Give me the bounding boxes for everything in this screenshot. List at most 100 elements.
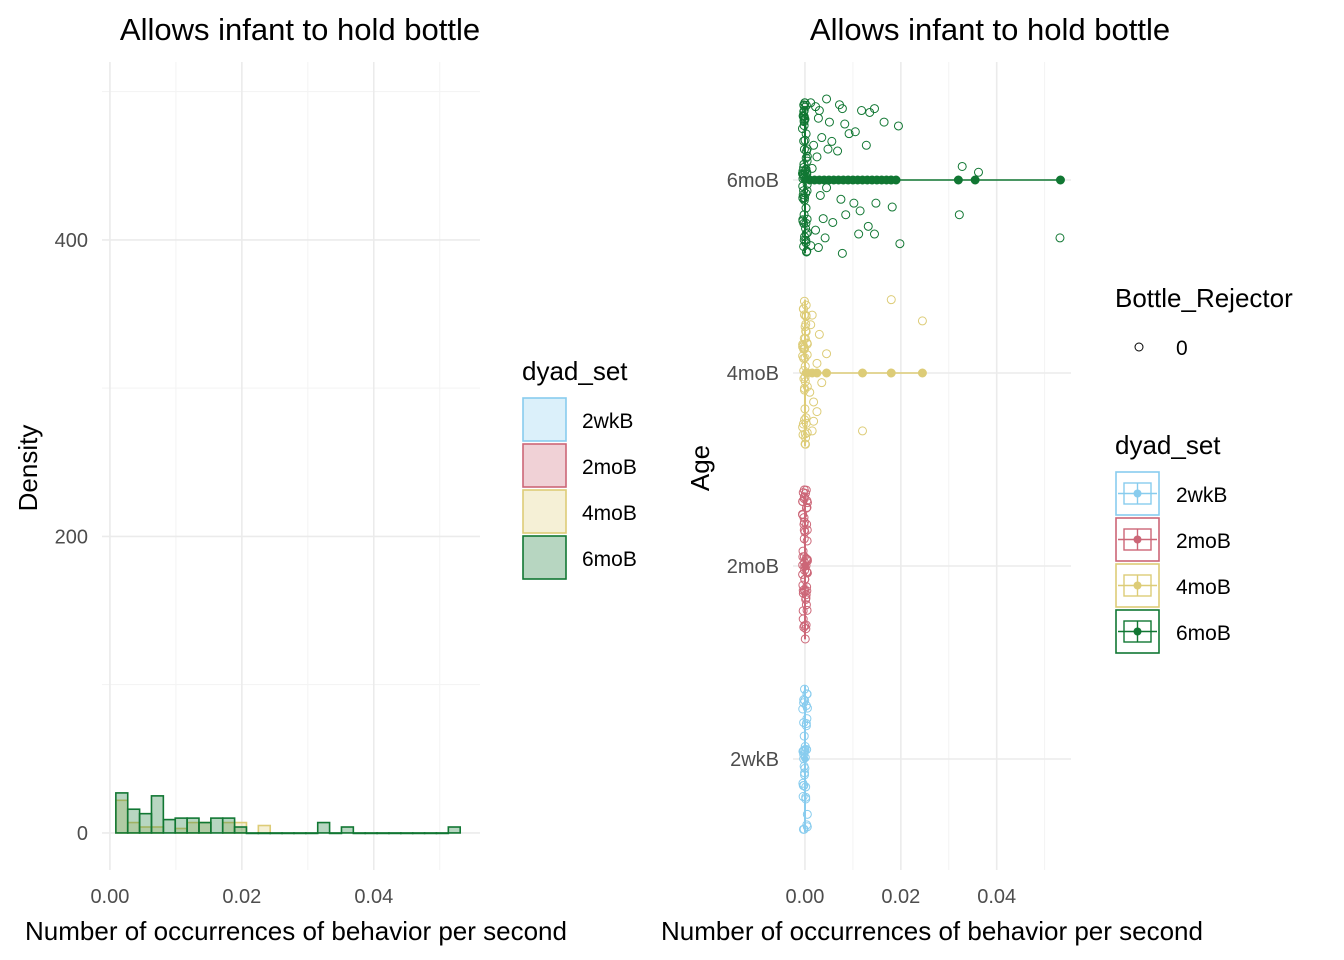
jitter-point-6moB xyxy=(801,129,811,139)
jitter-point-4moB xyxy=(812,358,822,368)
boxplot-outlier-4moB xyxy=(886,368,896,378)
jitter-point-6moB xyxy=(871,198,881,208)
jitter-point-6moB xyxy=(844,129,854,139)
jitter-point-6moB xyxy=(954,210,964,220)
histogram-bar-6moB xyxy=(388,832,402,835)
jitter-point-2wkB xyxy=(802,689,812,699)
histogram-panel: 0.00 0.02 0.04 0 200 400 Allows infant to ho… xyxy=(13,12,637,946)
boxplot-outlier-6moB xyxy=(953,175,963,185)
jitter-point-6moB xyxy=(863,221,873,231)
jitter-point-6moB xyxy=(850,127,860,137)
histogram-y-tick-labels: 0 200 400 xyxy=(55,230,88,845)
boxplot-median-4moB xyxy=(801,369,809,377)
bottle-rejector-legend-label: 0 xyxy=(1176,337,1188,360)
boxplot-legend-key-point-2moB xyxy=(1133,535,1142,544)
jitter-point-2moB xyxy=(801,620,811,630)
jitter-point-6moB xyxy=(857,106,867,116)
histogram-bar-6moB xyxy=(435,832,450,835)
jitter-point-2moB xyxy=(802,605,812,615)
jitter-point-6moB xyxy=(836,194,846,204)
jitter-point-6moB xyxy=(861,140,871,150)
histogram-legend-key-2wkB xyxy=(522,397,567,442)
histogram-x-tick-label: 0.04 xyxy=(354,886,393,908)
jitter-point-6moB xyxy=(820,233,830,243)
histogram-bar-6moB xyxy=(281,832,295,835)
histogram-bar-6moB xyxy=(269,832,283,835)
jitter-point-4moB xyxy=(798,351,808,361)
histogram-gridlines xyxy=(102,62,480,870)
jitter-point-6moB xyxy=(879,117,889,127)
jitter-point-6moB xyxy=(809,140,819,150)
jitter-point-6moB xyxy=(893,121,903,131)
jitter-point-4moB xyxy=(801,413,811,423)
jitter-point-2wkB xyxy=(801,719,811,729)
histogram-bar-6moB xyxy=(186,817,200,834)
histogram-y-tick-label: 400 xyxy=(55,230,88,252)
jitter-point-2moB xyxy=(798,497,808,507)
boxplot-median-2moB xyxy=(801,562,809,570)
jitter-point-2wkB xyxy=(802,809,812,819)
boxplot-y-axis-title: Age xyxy=(685,445,715,491)
boxplot-legend-label-6moB: 6moB xyxy=(1176,622,1231,645)
jitter-point-6moB xyxy=(887,202,897,212)
histogram-bar-6moB xyxy=(210,817,224,834)
jitter-point-6moB xyxy=(865,107,875,117)
jitter-point-6moB xyxy=(817,133,827,143)
boxplot-points xyxy=(797,94,1065,834)
jitter-point-4moB xyxy=(812,407,822,417)
boxplot-outlier-4moB xyxy=(822,368,832,378)
jitter-point-6moB xyxy=(837,248,847,258)
jitter-point-6moB xyxy=(840,119,850,129)
jitter-point-4moB xyxy=(886,295,896,305)
jitter-point-4moB xyxy=(809,416,819,426)
jitter-point-6moB xyxy=(841,210,851,220)
boxplot-x-tick-labels: 0.00 0.02 0.04 xyxy=(786,886,1017,908)
boxplot-y-tick-label: 4moB xyxy=(727,363,779,385)
histogram-x-tick-label: 0.02 xyxy=(222,886,261,908)
jitter-point-2wkB xyxy=(799,781,809,791)
jitter-point-2wkB xyxy=(802,745,812,755)
bottle-rejector-legend-key xyxy=(1134,342,1144,352)
jitter-point-6moB xyxy=(822,94,832,104)
jitter-point-4moB xyxy=(809,397,819,407)
jitter-point-4moB xyxy=(817,378,827,388)
jitter-point-6moB xyxy=(813,243,823,253)
histogram-y-tick-label: 200 xyxy=(55,526,88,548)
histogram-legend: dyad_set 2wkB 2moB 4moB 6moB xyxy=(522,356,637,580)
histogram-x-tick-label: 0.00 xyxy=(90,886,129,908)
histogram-bar-6moB xyxy=(150,795,165,834)
boxplot-legend-label-2moB: 2moB xyxy=(1176,530,1231,553)
jitter-point-6moB xyxy=(1055,233,1065,243)
histogram-bar-6moB xyxy=(293,832,307,835)
jitter-point-4moB xyxy=(802,428,812,438)
jitter-point-2wkB xyxy=(801,701,811,711)
histogram-legend-label-2moB: 2moB xyxy=(582,456,637,479)
histogram-y-tick-label: 0 xyxy=(77,823,88,845)
jitter-point-2moB xyxy=(801,485,811,495)
jitter-point-6moB xyxy=(827,136,837,146)
boxplot-x-tick-label: 0.02 xyxy=(881,886,920,908)
histogram-bar-6moB xyxy=(316,821,331,834)
jitter-point-6moB xyxy=(801,100,811,110)
jitter-point-6moB xyxy=(815,190,825,200)
histogram-bar-6moB xyxy=(126,808,141,834)
jitter-point-6moB xyxy=(823,144,833,154)
jitter-point-2moB xyxy=(802,536,812,546)
histogram-legend-title: dyad_set xyxy=(522,356,628,386)
boxplot-legend-label-2wkB: 2wkB xyxy=(1176,484,1227,507)
jitter-point-4moB xyxy=(801,311,811,321)
jitter-point-6moB xyxy=(869,229,879,239)
jitter-point-4moB xyxy=(802,350,812,360)
jitter-point-6moB xyxy=(801,153,811,163)
histogram-bar-6moB xyxy=(162,818,177,834)
jitter-point-2moB xyxy=(798,586,808,596)
histogram-legend-key-2moB xyxy=(522,443,567,488)
jitter-point-6moB xyxy=(799,159,809,169)
jitter-point-6moB xyxy=(811,225,821,235)
histogram-bar-6moB xyxy=(305,832,319,835)
jitter-point-6moB xyxy=(802,146,812,156)
histogram-legend-label-2wkB: 2wkB xyxy=(582,410,633,433)
jitter-point-6moB xyxy=(798,216,808,226)
jitter-point-6moB xyxy=(801,164,811,174)
